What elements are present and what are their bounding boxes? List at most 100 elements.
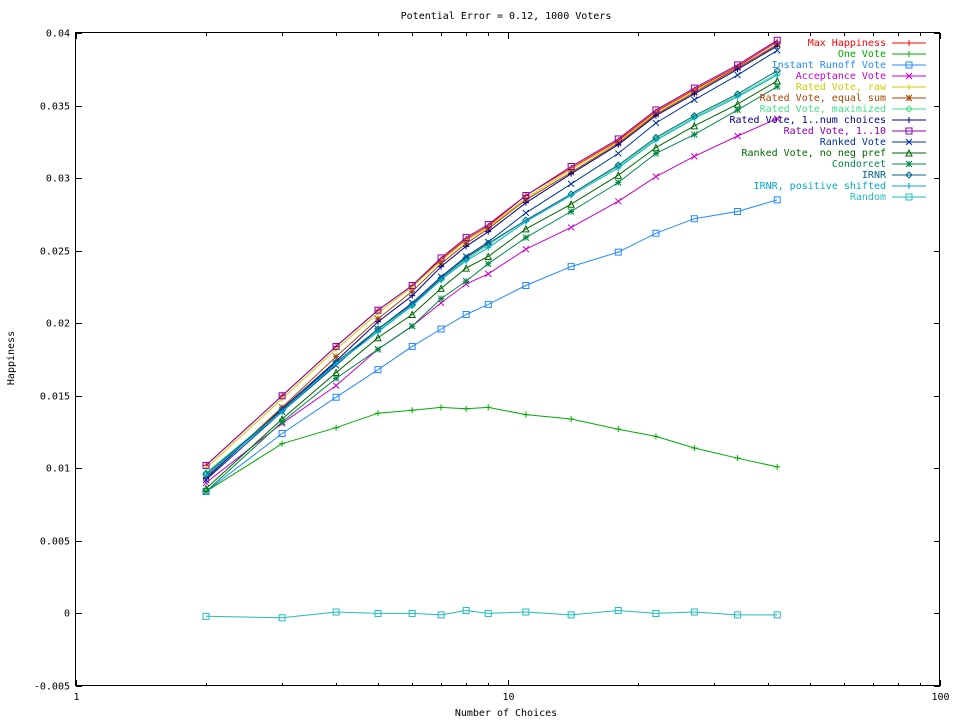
data-point	[463, 257, 470, 264]
legend-item: Ranked Vote	[820, 137, 926, 148]
data-point	[652, 119, 660, 127]
data-point	[615, 141, 622, 148]
data-point	[734, 611, 742, 619]
data-point	[734, 106, 741, 114]
series-line-ranked-vote-no-neg-pref	[205, 80, 778, 489]
data-point	[437, 325, 445, 333]
data-point	[690, 121, 699, 130]
data-point	[437, 295, 445, 302]
legend-swatch-marker	[905, 171, 913, 179]
data-point	[652, 137, 659, 144]
series-rated-vote-1-num-choices	[203, 43, 781, 482]
data-point	[437, 284, 445, 292]
legend-label: IRNR, positive shifted	[754, 181, 886, 192]
data-point	[734, 455, 741, 462]
data-point	[484, 221, 492, 229]
data-point	[332, 608, 340, 616]
series-line-rated-vote-1-10	[205, 39, 778, 466]
data-point	[734, 66, 741, 73]
data-point	[278, 430, 286, 438]
data-point	[690, 215, 698, 223]
data-point	[690, 84, 698, 92]
legend-item: Random	[850, 192, 926, 203]
data-point	[690, 131, 698, 138]
data-point	[437, 254, 445, 262]
data-point	[408, 342, 416, 350]
legend-item: Max Happiness	[808, 38, 926, 49]
data-point	[409, 407, 416, 414]
series-line-irnr-positive-shifted	[205, 74, 778, 476]
data-point	[462, 277, 470, 285]
data-point	[374, 318, 381, 325]
legend-swatch-marker	[905, 193, 913, 201]
series-line-rated-vote-maximized	[205, 73, 778, 474]
data-point	[408, 287, 416, 295]
x-axis-ticks: 1 10 100	[73, 33, 950, 703]
data-point	[202, 488, 210, 495]
legend-swatch-marker	[905, 94, 913, 102]
data-point	[374, 609, 382, 617]
series-line-rated-vote-raw	[205, 44, 778, 469]
data-point	[522, 218, 529, 225]
data-point	[522, 245, 530, 253]
legend-swatch-marker	[905, 148, 913, 157]
data-point	[438, 404, 445, 411]
plot-frame	[75, 32, 940, 686]
legend-swatch-marker	[906, 117, 912, 123]
data-point	[614, 135, 622, 143]
legend-swatch-marker	[905, 127, 913, 135]
chart-title: Potential Error = 0.12, 1000 Voters	[401, 11, 612, 22]
data-point	[567, 224, 575, 231]
series-condorcet	[202, 83, 781, 495]
data-point	[374, 328, 381, 335]
y-tick-label: 0.03	[46, 174, 70, 185]
data-point	[773, 36, 781, 44]
data-point	[409, 292, 416, 299]
y-tick-label: 0.005	[40, 537, 70, 548]
data-point	[278, 418, 286, 426]
data-point	[614, 607, 622, 615]
data-point	[568, 415, 575, 422]
data-point	[332, 375, 340, 382]
data-point	[690, 608, 698, 616]
legend-item: Acceptance Vote	[796, 71, 926, 82]
data-point	[408, 609, 416, 617]
legend-label: Random	[850, 192, 886, 203]
legend-swatch-marker	[906, 183, 912, 189]
y-axis-label: Happiness	[6, 331, 17, 385]
data-point	[734, 61, 742, 69]
y-axis-ticks: -0.005 0 0.005 0.01 0.015 0.02 0.025 0.03 0.035 0…	[34, 29, 940, 693]
data-point	[773, 47, 781, 54]
series-instant-runoff-vote	[202, 196, 781, 496]
data-point	[278, 392, 286, 400]
data-point	[484, 260, 492, 268]
legend-swatch-marker	[905, 105, 913, 113]
legend-item: IRNR	[862, 170, 926, 181]
series-line-acceptance-vote	[205, 118, 778, 484]
data-point	[332, 393, 340, 401]
legend-item: Rated Vote, equal sum	[760, 93, 926, 104]
series-rated-vote-raw	[203, 41, 781, 472]
data-point	[773, 115, 781, 122]
legend-item: IRNR, positive shifted	[754, 181, 926, 192]
legend-label: One Vote	[838, 49, 886, 60]
legend-item: Rated Vote, 1..num choices	[729, 115, 926, 126]
legend-label: Rated Vote, 1..10	[784, 126, 886, 137]
data-point	[438, 263, 445, 270]
legend-label: Condorcet	[832, 159, 886, 170]
legend-label: Rated Vote, maximized	[760, 104, 886, 115]
legend-item: Condorcet	[832, 159, 926, 170]
data-point	[652, 229, 660, 237]
data-point	[462, 607, 470, 615]
data-point	[522, 411, 529, 418]
y-tick-label: 0	[64, 609, 70, 620]
data-point	[202, 461, 210, 469]
data-point	[462, 263, 470, 272]
data-point	[202, 612, 210, 620]
data-point	[568, 192, 575, 199]
data-point	[522, 608, 530, 616]
legend-swatch-marker	[905, 72, 913, 80]
x-tick-label: 1	[73, 692, 79, 703]
legend-label: Rated Vote, 1..num choices	[729, 115, 886, 126]
y-tick-label: 0.035	[40, 102, 70, 113]
